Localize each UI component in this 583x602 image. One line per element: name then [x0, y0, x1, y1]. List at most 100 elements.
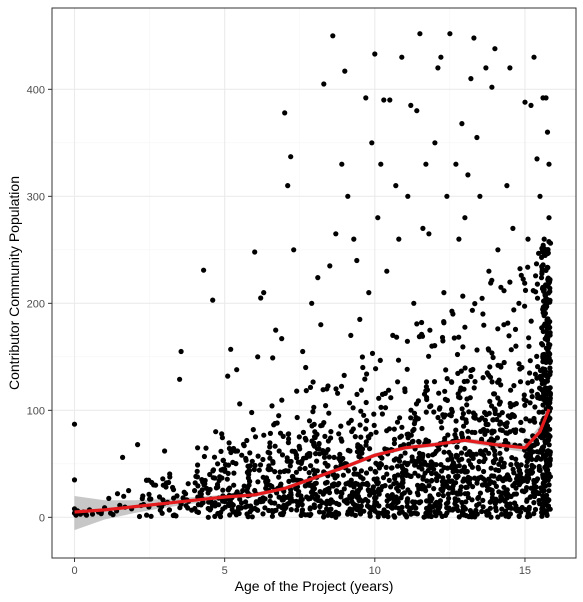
data-point	[424, 462, 431, 468]
data-point	[356, 453, 362, 460]
data-point	[437, 498, 443, 504]
data-point	[451, 335, 457, 341]
data-point	[464, 484, 470, 490]
data-point	[524, 463, 530, 469]
data-point	[320, 509, 327, 516]
data-point	[323, 449, 329, 455]
data-point	[333, 514, 339, 520]
data-point	[547, 474, 554, 480]
data-point	[233, 461, 239, 467]
data-point	[511, 307, 517, 313]
data-point	[484, 512, 490, 518]
data-point	[472, 429, 478, 436]
data-point	[278, 481, 284, 487]
data-point	[521, 392, 527, 398]
data-point	[441, 449, 447, 455]
data-point	[73, 512, 79, 518]
data-point	[219, 431, 225, 437]
data-point	[522, 507, 529, 513]
data-point	[433, 462, 439, 468]
data-point	[470, 451, 476, 457]
data-point	[509, 455, 515, 461]
data-point	[450, 483, 456, 489]
data-point	[412, 470, 418, 476]
data-point	[540, 379, 546, 385]
data-point	[268, 500, 275, 506]
data-point	[306, 418, 313, 424]
data-point	[340, 472, 346, 478]
data-point	[530, 443, 536, 449]
data-point	[384, 268, 390, 274]
data-point	[476, 501, 482, 507]
data-point	[523, 453, 529, 459]
data-point	[435, 65, 441, 71]
data-point	[471, 35, 477, 41]
data-point	[419, 454, 426, 460]
data-point	[311, 502, 317, 508]
data-point	[243, 455, 249, 462]
data-point	[345, 511, 351, 517]
data-point	[471, 385, 477, 391]
data-point	[505, 320, 511, 326]
data-point	[545, 503, 552, 509]
data-point	[541, 396, 547, 402]
data-point	[514, 461, 520, 467]
data-point	[462, 324, 468, 330]
data-point	[71, 421, 78, 427]
data-point	[311, 442, 317, 448]
data-point	[433, 510, 439, 516]
x-tick-label: 5	[222, 565, 228, 577]
data-point	[539, 271, 545, 277]
data-point	[234, 367, 240, 373]
data-point	[364, 418, 370, 424]
data-point	[414, 108, 420, 114]
data-point	[189, 507, 195, 513]
data-point	[364, 480, 370, 486]
data-point	[350, 501, 356, 507]
data-point	[531, 54, 537, 60]
data-point	[359, 354, 365, 360]
data-point	[313, 451, 319, 457]
data-point	[540, 307, 547, 313]
data-point	[270, 355, 276, 361]
data-point	[270, 460, 276, 466]
data-point	[307, 506, 313, 512]
data-point	[449, 406, 455, 412]
data-point	[411, 510, 417, 516]
data-point	[543, 95, 549, 101]
data-point	[488, 514, 494, 520]
data-point	[376, 395, 382, 401]
data-point	[279, 452, 286, 458]
data-point	[416, 438, 422, 445]
data-point	[361, 412, 367, 418]
data-point	[391, 481, 397, 487]
data-point	[243, 499, 249, 505]
data-point	[349, 489, 356, 495]
data-point	[373, 460, 379, 466]
data-point	[411, 421, 417, 427]
data-point	[531, 493, 538, 500]
data-point	[435, 491, 442, 498]
data-point	[412, 462, 418, 468]
data-point	[279, 397, 285, 403]
data-point	[378, 404, 384, 410]
data-point	[524, 459, 530, 465]
data-point	[205, 505, 211, 512]
data-point	[252, 487, 258, 494]
data-point	[486, 268, 492, 274]
data-point	[498, 364, 504, 370]
data-point	[436, 390, 442, 396]
y-tick-label: 300	[27, 191, 45, 203]
data-point	[261, 432, 267, 438]
data-point	[153, 482, 159, 488]
data-point	[417, 31, 423, 37]
data-point	[144, 512, 150, 518]
data-point	[258, 295, 264, 301]
data-point	[461, 423, 467, 429]
data-point	[367, 466, 374, 472]
data-point	[373, 429, 379, 435]
data-point	[495, 326, 501, 332]
data-point	[255, 354, 261, 360]
data-point	[183, 491, 189, 497]
data-point	[539, 450, 545, 456]
